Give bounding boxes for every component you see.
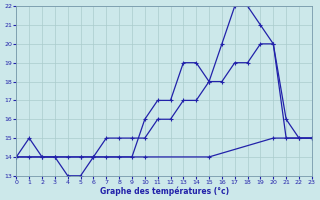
X-axis label: Graphe des températures (°c): Graphe des températures (°c) — [100, 186, 229, 196]
